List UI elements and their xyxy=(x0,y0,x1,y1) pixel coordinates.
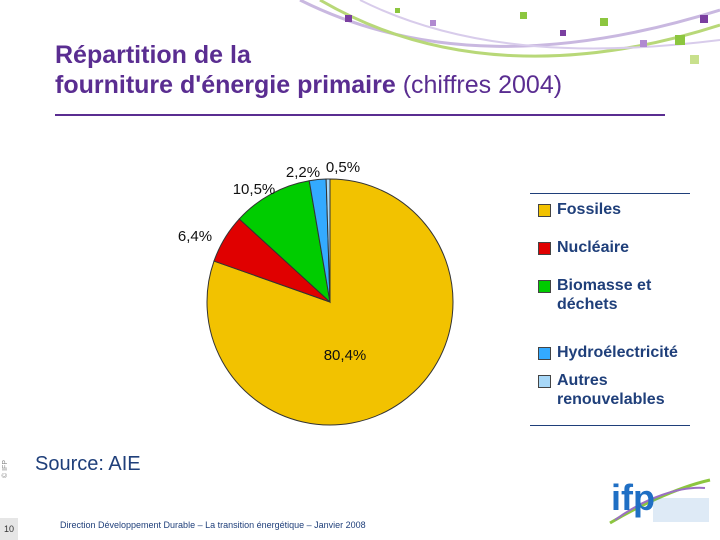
legend-label: Fossiles xyxy=(557,201,622,218)
pie-slice-biomasse-et-d-chets xyxy=(238,180,331,304)
source-note: Source: AIE xyxy=(35,453,141,475)
pie-slice-autres-renouvelables xyxy=(325,178,331,303)
legend-top-rule xyxy=(530,193,690,194)
svg-text:ifp: ifp xyxy=(611,477,655,518)
legend-bottom-rule xyxy=(530,425,690,426)
legend-label: Autres renouvelables xyxy=(557,372,665,408)
legend-label: Nucléaire xyxy=(557,239,630,256)
legend-swatch xyxy=(538,375,551,388)
legend-label: Hydroélectricité xyxy=(557,344,678,361)
slide-title: Répartition de la fourniture d'énergie p… xyxy=(55,40,562,100)
title-line-2: fourniture d'énergie primaire xyxy=(55,71,396,99)
ifp-logo: ifp xyxy=(609,477,711,525)
legend-label: Biomasse et déchets xyxy=(557,277,652,313)
data-label: 0,5% xyxy=(326,159,360,176)
legend-swatch xyxy=(538,204,551,217)
title-underline xyxy=(55,114,665,116)
data-label: 6,4% xyxy=(178,228,212,245)
legend: Fossiles Nucléaire Biomasse et déchets Hydro… xyxy=(538,200,708,409)
data-label: 10,5% xyxy=(233,181,276,198)
header-decoration xyxy=(299,0,720,64)
legend-item: Fossiles xyxy=(538,200,708,219)
legend-swatch xyxy=(538,242,551,255)
copyright: © IFP xyxy=(2,460,9,478)
legend-swatch xyxy=(538,280,551,293)
legend-item: Nucléaire xyxy=(538,238,708,257)
legend-swatch xyxy=(538,347,551,360)
legend-item: Biomasse et déchets xyxy=(538,276,708,314)
page-number: 10 xyxy=(0,518,18,540)
legend-item: Hydroélectricité xyxy=(538,343,708,362)
data-label: 80,4% xyxy=(324,347,367,364)
data-label: 2,2% xyxy=(286,164,320,181)
title-suffix: (chiffres 2004) xyxy=(402,71,563,99)
title-line-1: Répartition de la xyxy=(55,41,251,69)
legend-item: Autres renouvelables xyxy=(538,371,708,409)
footer-text: Direction Développement Durable – La tra… xyxy=(60,520,366,530)
